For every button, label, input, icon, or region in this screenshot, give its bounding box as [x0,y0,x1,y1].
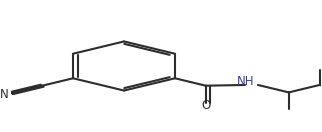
Text: O: O [201,99,210,112]
Text: NH: NH [237,75,255,88]
Text: N: N [0,88,9,101]
